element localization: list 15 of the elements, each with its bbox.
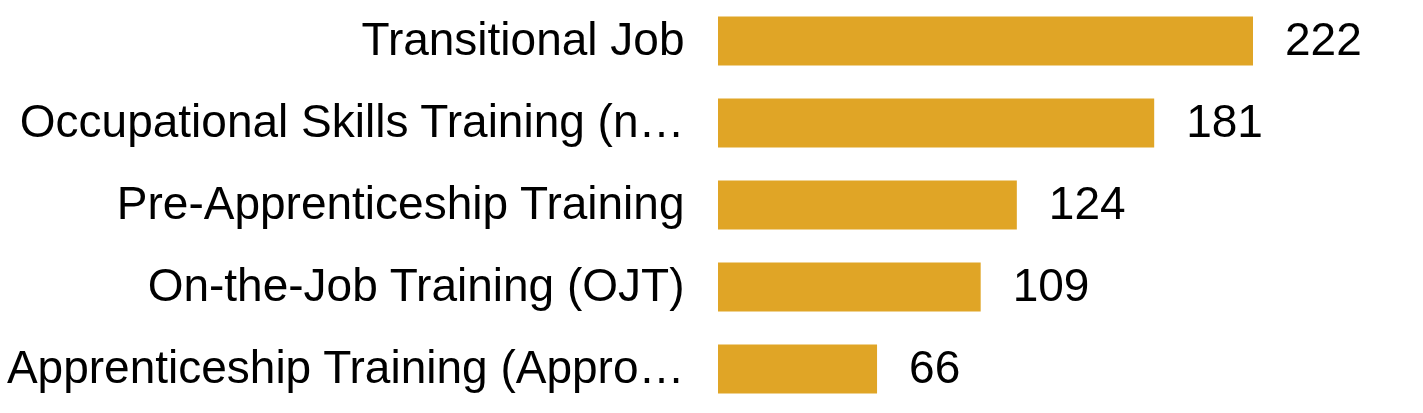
y-tick-label: Occupational Skills Training (n…	[19, 95, 685, 147]
data-label: 66	[909, 341, 961, 393]
bar	[718, 98, 1155, 148]
bar	[718, 180, 1017, 230]
y-tick-label: Transitional Job	[361, 13, 685, 65]
bar	[718, 344, 878, 394]
y-tick-label: Apprenticeship Training (Appro…	[6, 341, 685, 393]
y-tick-label: On-the-Job Training (OJT)	[147, 259, 685, 311]
bar	[718, 262, 981, 312]
data-label: 181	[1186, 95, 1263, 147]
data-label: 124	[1048, 177, 1126, 229]
bar	[718, 16, 1253, 66]
y-tick-label: Pre-Apprenticeship Training	[116, 177, 685, 229]
data-label: 222	[1285, 13, 1362, 65]
data-label: 109	[1012, 259, 1090, 311]
